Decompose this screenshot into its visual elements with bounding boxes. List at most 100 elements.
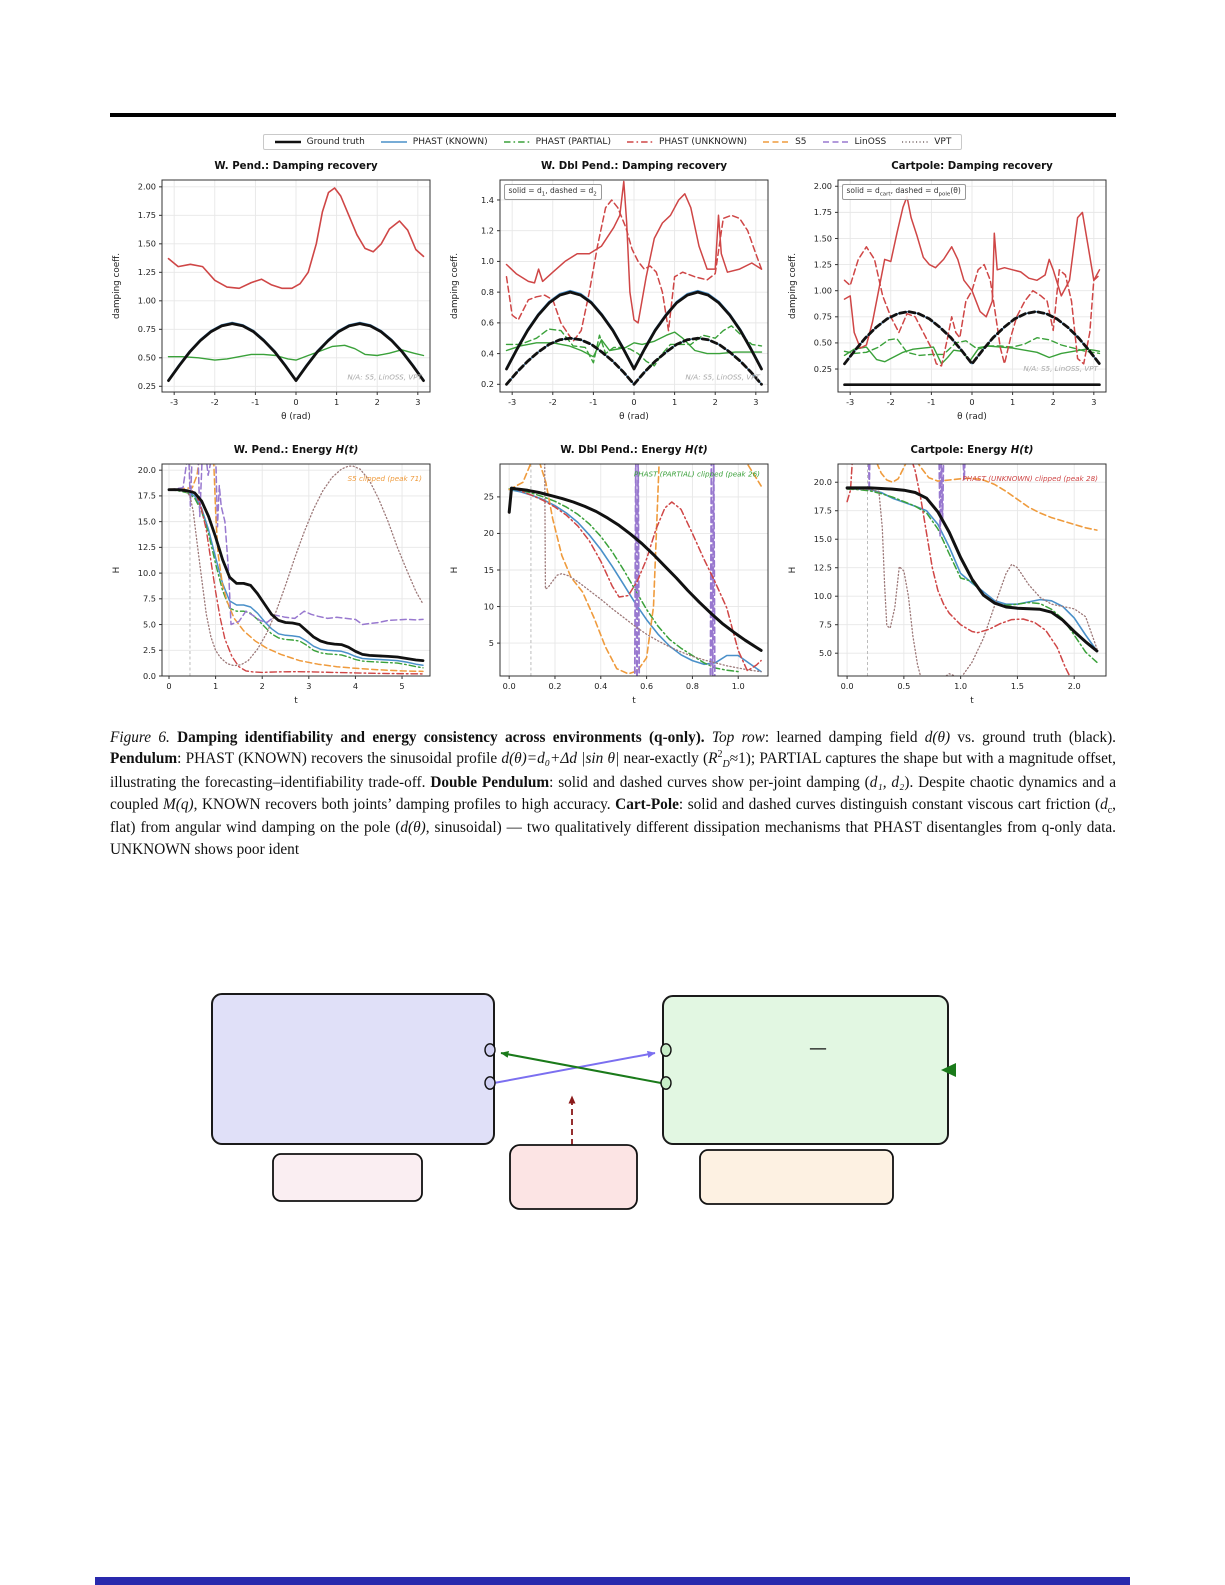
x-tick-label: 0.5 <box>897 681 910 691</box>
x-tick-label: 0 <box>293 397 298 407</box>
chart-title: W. Pend.: Damping recovery <box>214 161 378 172</box>
y-tick-label: 10 <box>483 601 493 611</box>
port-circle <box>660 1043 672 1057</box>
legend-box: Ground truth PHAST (KNOWN) PHAST (PARTIAL)… <box>262 134 963 150</box>
y-tick-label: 0.8 <box>480 287 493 297</box>
caption-segment <box>170 729 177 746</box>
series-ground-truth-d1 <box>504 290 763 371</box>
series-phast-partial-pole <box>843 337 1100 357</box>
legend-item: PHAST (KNOWN) <box>380 137 488 147</box>
inset-legend: solid = dcart, dashed = dpole(θ) <box>841 184 966 201</box>
caption-segment: d(θ) <box>924 729 951 746</box>
series-phast-unknown-cart <box>843 195 1100 349</box>
y-tick-label: 10.0 <box>137 568 155 578</box>
caption-segment: : solid and dashed curves show per-joint… <box>549 774 870 792</box>
legend-label: LinOSS <box>854 137 887 147</box>
small-box-middle <box>509 1144 638 1210</box>
caption-segment: d(θ)=d₀+Δd |sin θ| <box>501 750 620 768</box>
green-arrowhead <box>941 1063 956 1077</box>
caption-segment <box>705 729 712 746</box>
chart-w-pend-energy: 0 1 2 3 4 5 0.0 2.5 5.0 7.5 10.0 12.5 15.0 17.5 20.0 W.… <box>105 438 444 710</box>
legend-label: PHAST (UNKNOWN) <box>658 137 748 147</box>
diagram-left-box <box>211 993 495 1145</box>
series-s5 <box>167 464 424 673</box>
series-phast-unknown- <box>167 489 424 675</box>
x-tick-label: 1.0 <box>731 681 744 691</box>
series-phast-known- <box>167 488 424 666</box>
flow-diagram: — <box>95 958 1135 1258</box>
x-tick-label: -1 <box>927 397 935 407</box>
header-rule <box>110 113 1116 117</box>
caption-segment: Cart-Pole <box>615 795 679 813</box>
port-circle <box>484 1076 496 1090</box>
legend-item: PHAST (UNKNOWN) <box>626 137 747 147</box>
x-axis-label: θ (rad) <box>619 412 649 422</box>
x-tick-label: -2 <box>886 397 894 407</box>
series-linoss <box>867 464 966 538</box>
series-phast-unknown- <box>845 464 1070 676</box>
bottom-bar <box>95 1577 1130 1585</box>
y-tick-label: 1.00 <box>813 285 831 295</box>
clipped-note: S5 clipped (peak 71) <box>347 474 422 483</box>
green-cross-arrow <box>500 1050 662 1084</box>
figure-caption: Figure 6. Damping identifiability and en… <box>110 727 1116 860</box>
series-vpt <box>845 488 1098 676</box>
caption-segment: Pendulum <box>110 750 178 768</box>
x-tick-label: -1 <box>251 397 259 407</box>
x-tick-label: 1.5 <box>1010 681 1023 691</box>
small-box-right <box>699 1149 894 1205</box>
x-tick-label: 1 <box>671 397 676 407</box>
series-phast-unknown-d2 <box>505 199 762 343</box>
legend-item: VPT <box>901 137 951 147</box>
caption-segment: , sinusoidal) — two qualitatively differ… <box>110 819 1117 858</box>
chart-svg: -3 -2 -1 0 1 2 3 0.2 0.4 0.6 0.8 1.0 1.2 1.4 W. Dbl Pe… <box>443 154 782 426</box>
series-vpt <box>543 464 762 673</box>
series-ground-truth <box>167 488 424 662</box>
series-phast-unknown-pole <box>843 246 1100 367</box>
x-tick-label: 2 <box>712 397 717 407</box>
y-tick-label: 0.50 <box>813 338 831 348</box>
x-tick-label: 3 <box>306 681 311 691</box>
x-tick-label: 5 <box>399 681 404 691</box>
x-axis-label: t <box>294 696 298 706</box>
y-tick-label: 0.50 <box>137 353 155 363</box>
na-note: N/A: S5, LinOSS, VPT <box>685 372 760 381</box>
x-axis-label: t <box>970 696 974 706</box>
y-tick-label: 5.0 <box>818 648 831 658</box>
caption-segment: vs. ground truth (black). <box>950 729 1117 746</box>
y-axis-label: damping coeff. <box>450 253 460 319</box>
x-tick-label: 2 <box>259 681 264 691</box>
chart-title: W. Dbl Pend.: Energy H(t) <box>560 445 707 456</box>
legend-item: S5 <box>762 137 807 147</box>
y-axis-label: H <box>788 567 798 574</box>
x-tick-label: -2 <box>210 397 218 407</box>
x-tick-label: -3 <box>170 397 178 407</box>
series-phast-partial- <box>167 344 424 361</box>
y-tick-label: 0.75 <box>813 312 831 322</box>
x-axis-label: t <box>632 696 636 706</box>
y-tick-label: 7.5 <box>142 594 155 604</box>
caption-segment: , flat) from angular wind damping on the… <box>110 795 1116 837</box>
legend-label: S5 <box>795 137 807 147</box>
series-ground-truth-d2 <box>504 336 763 386</box>
na-note: N/A: S5, LinOSS, VPT <box>1023 364 1098 373</box>
caption-segment: D <box>722 759 730 771</box>
caption-segment: Damping identifiability and energy consi… <box>177 729 705 746</box>
caption-segment: ). Despite chaotic dynamics and a couple… <box>110 774 1116 813</box>
series-s5 <box>507 464 762 675</box>
x-axis-label: θ (rad) <box>957 412 987 422</box>
caption-segment: d₁, d₂ <box>869 774 905 792</box>
legend-item: Ground truth <box>274 137 365 147</box>
x-tick-label: 1.0 <box>954 681 967 691</box>
chart-title: Cartpole: Energy H(t) <box>910 445 1033 456</box>
y-tick-label: 17.5 <box>137 491 155 501</box>
x-tick-label: 3 <box>753 397 758 407</box>
series-phast-unknown- <box>167 187 424 290</box>
x-tick-label: 0.6 <box>640 681 653 691</box>
caption-segment: ≈1); PARTIAL captures the shape but with… <box>110 750 1116 792</box>
y-tick-label: 1.75 <box>137 210 155 220</box>
caption-segment: d <box>1100 795 1108 813</box>
y-tick-label: 0.4 <box>480 348 493 358</box>
y-tick-label: 1.50 <box>137 239 155 249</box>
